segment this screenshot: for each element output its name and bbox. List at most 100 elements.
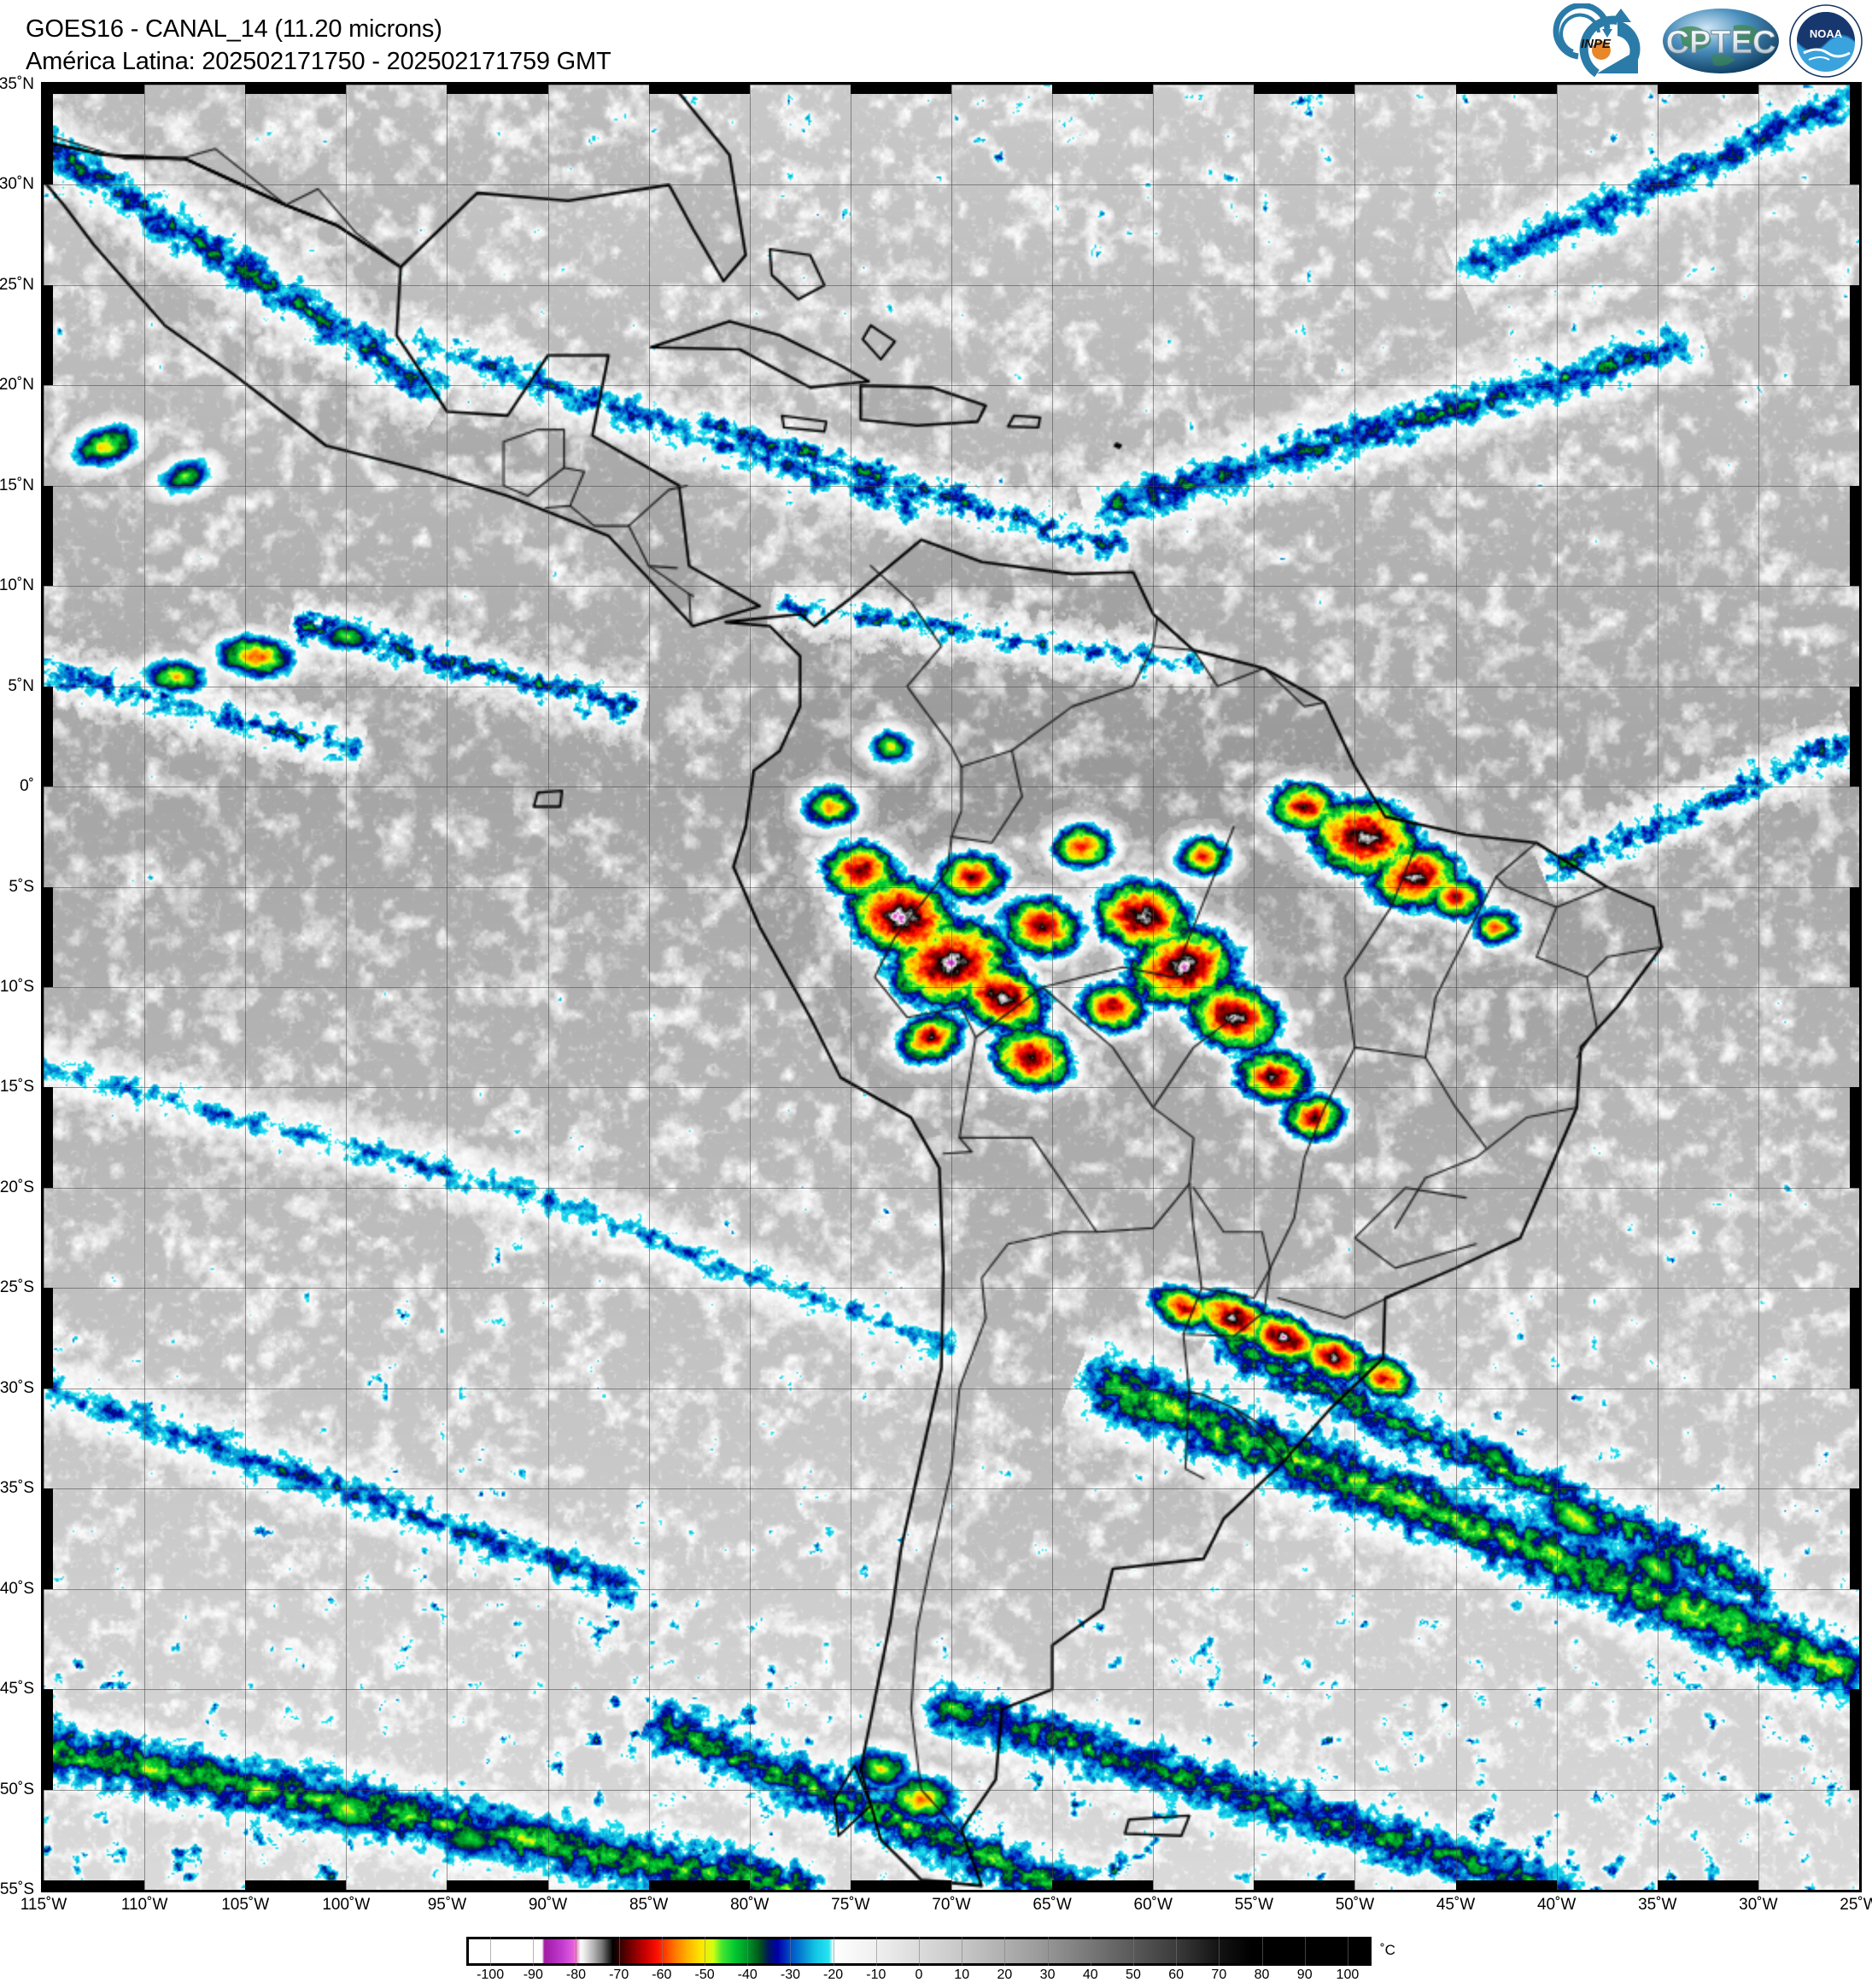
longitude-tick-label: 50˚W xyxy=(1335,1896,1375,1914)
latitude-tick-label: 25˚S xyxy=(0,1278,34,1297)
cptec-logo: CPTEC xyxy=(1663,9,1779,73)
longitude-tick-label: 30˚W xyxy=(1739,1896,1778,1914)
colorbar-tick-labels: -100 -90 -80 -70 -60 -50 -40 -30 -20 -10 0 10 20 30 40… xyxy=(466,1968,1372,1986)
axis-tick-band xyxy=(1254,1880,1355,1890)
latitude-tick-label: 20˚N xyxy=(0,376,34,395)
latitude-tick-label: 30˚S xyxy=(0,1378,34,1397)
latitude-tick-label: 50˚S xyxy=(0,1780,34,1798)
axis-tick-band xyxy=(44,1689,53,1790)
longitude-tick-label: 40˚W xyxy=(1536,1896,1577,1914)
latitude-tick-label: 15˚N xyxy=(0,476,34,494)
axis-tick-band xyxy=(447,85,548,94)
longitude-tick-label: 100˚W xyxy=(322,1896,371,1914)
satellite-imagery xyxy=(44,85,1859,1890)
axis-tick-band xyxy=(1850,886,1859,987)
colorbar-unit-label: ˚C xyxy=(1380,1942,1395,1958)
longitude-tick-label: 45˚W xyxy=(1436,1896,1476,1914)
axis-tick-band xyxy=(648,1880,750,1890)
latitude-tick-label: 40˚S xyxy=(0,1579,34,1598)
axis-tick-band xyxy=(44,85,145,94)
axis-tick-band xyxy=(1657,85,1758,94)
axis-tick-band xyxy=(1850,85,1859,185)
latitude-tick-label: 10˚S xyxy=(0,978,34,996)
axis-tick-band xyxy=(44,886,53,987)
longitude-tick-label: 80˚W xyxy=(730,1896,769,1914)
axis-tick-band xyxy=(1657,1880,1758,1890)
noaa-logo: NOAA xyxy=(1789,4,1863,78)
colorbar-tick-label: 10 xyxy=(954,1968,970,1982)
colorbar-tick-label: 50 xyxy=(1126,1968,1141,1982)
axis-tick-band xyxy=(1850,1288,1859,1389)
longitude-tick-label: 90˚W xyxy=(528,1896,568,1914)
axis-tick-band xyxy=(1850,284,1859,386)
colorbar-tick-label: 80 xyxy=(1254,1968,1270,1982)
colorbar-tick-label: 90 xyxy=(1296,1968,1313,1982)
colorbar-tick-label: -60 xyxy=(652,1968,672,1982)
axis-tick-band xyxy=(44,1880,145,1890)
longitude-tick-label: 105˚W xyxy=(221,1896,270,1914)
axis-tick-band xyxy=(44,485,53,587)
latitude-tick-label: 25˚N xyxy=(0,275,34,294)
latitude-tick-label: 30˚N xyxy=(0,175,34,194)
logo-group: INPE xyxy=(1553,2,1865,80)
axis-tick-band xyxy=(648,85,750,94)
colorbar-tick-label: -40 xyxy=(737,1968,758,1982)
axis-tick-band xyxy=(1850,686,1859,787)
longitude-tick-label: 110˚W xyxy=(120,1896,168,1914)
axis-tick-band xyxy=(245,1880,347,1890)
latitude-tick-label: 45˚S xyxy=(0,1680,34,1699)
axis-tick-band xyxy=(1455,85,1557,94)
page-subtitle: América Latina: 202502171750 - 202502171… xyxy=(26,47,611,75)
axis-tick-band xyxy=(1052,1880,1154,1890)
longitude-tick-label: 65˚W xyxy=(1033,1896,1072,1914)
longitude-tick-label: 60˚W xyxy=(1133,1896,1173,1914)
axis-tick-band xyxy=(1455,1880,1557,1890)
inpe-logo-text: INPE xyxy=(1581,37,1612,51)
axis-tick-band xyxy=(1850,1689,1859,1790)
axis-tick-band xyxy=(44,284,53,386)
axis-tick-band xyxy=(1850,1488,1859,1589)
colorbar-tick-label: -30 xyxy=(780,1968,800,1982)
colorbar-tick-label: -70 xyxy=(609,1968,629,1982)
colorbar-tick-label: -100 xyxy=(477,1968,505,1982)
inpe-logo: INPE xyxy=(1553,3,1641,78)
axis-tick-band xyxy=(850,85,951,94)
latitude-tick-label: 5˚N xyxy=(8,676,34,695)
longitude-tick-label: 115˚W xyxy=(20,1896,67,1914)
longitude-tick-label: 35˚W xyxy=(1638,1896,1677,1914)
page-title: GOES16 - CANAL_14 (11.20 microns) xyxy=(26,15,442,43)
colorbar-box xyxy=(466,1937,1372,1966)
latitude-tick-label: 0˚ xyxy=(20,777,34,796)
axis-tick-band xyxy=(1254,85,1355,94)
colorbar-tick-label: 100 xyxy=(1336,1968,1360,1982)
latitude-tick-label: 35˚S xyxy=(0,1479,34,1498)
longitude-tick-label: 55˚W xyxy=(1234,1896,1274,1914)
longitude-tick-label: 95˚W xyxy=(427,1896,467,1914)
colorbar-tick-label: 30 xyxy=(1039,1968,1056,1982)
latitude-axis: 35˚N 30˚N 25˚N 20˚N 15˚N 10˚N 5˚N 0˚ 5˚S 10˚S 15˚S… xyxy=(0,75,39,1898)
axis-tick-band xyxy=(850,1880,951,1890)
colorbar: -100 -90 -80 -70 -60 -50 -40 -30 -20 -10 0 10 20 30 40… xyxy=(0,1932,1872,1988)
header: GOES16 - CANAL_14 (11.20 microns) Améric… xyxy=(0,0,1872,82)
cptec-logo-text: CPTEC xyxy=(1666,25,1776,61)
longitude-tick-label: 85˚W xyxy=(629,1896,669,1914)
colorbar-tick-label: 60 xyxy=(1168,1968,1185,1982)
axis-tick-band xyxy=(1850,1087,1859,1188)
gridline-parallel xyxy=(44,1890,1859,1891)
latitude-tick-label: 55˚S xyxy=(0,1880,34,1898)
colorbar-tick-label: -90 xyxy=(523,1968,543,1982)
longitude-tick-label: 70˚W xyxy=(932,1896,971,1914)
satellite-map[interactable] xyxy=(41,82,1862,1892)
longitude-tick-label: 25˚W xyxy=(1840,1896,1872,1914)
colorbar-tick-label: -20 xyxy=(823,1968,844,1982)
latitude-tick-label: 20˚S xyxy=(0,1178,34,1196)
colorbar-tick-label: 20 xyxy=(997,1968,1013,1982)
longitude-axis: 115˚W 110˚W 105˚W 100˚W 95˚W 90˚W 85˚W 80˚W 75˚W… xyxy=(20,1896,1872,1925)
title-block: GOES16 - CANAL_14 (11.20 microns) Améric… xyxy=(26,14,611,78)
axis-tick-band xyxy=(44,1288,53,1389)
axis-tick-band xyxy=(245,85,347,94)
latitude-tick-label: 5˚S xyxy=(9,877,34,896)
noaa-logo-text: NOAA xyxy=(1810,27,1843,40)
colorbar-gradient xyxy=(469,1939,1369,1963)
axis-tick-band xyxy=(1850,485,1859,587)
